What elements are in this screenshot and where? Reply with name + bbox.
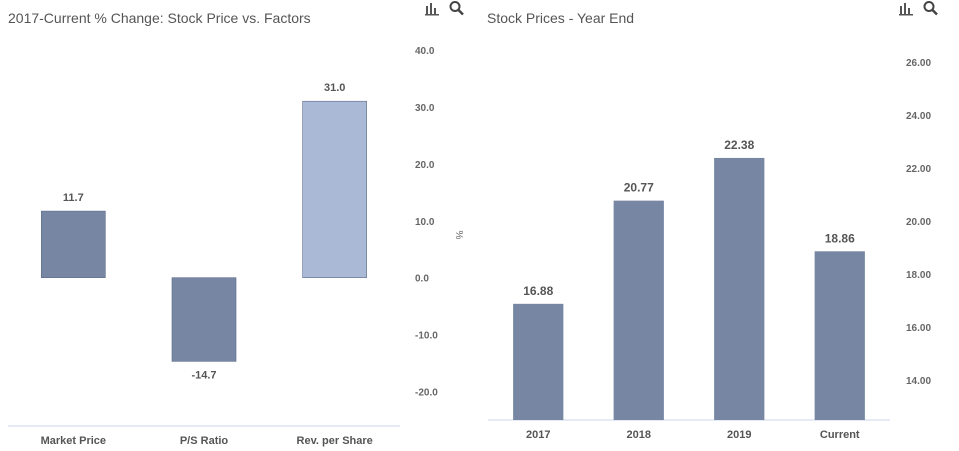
y-tick-label: 14.00 [906, 376, 931, 387]
x-tick-label: 2017 [526, 429, 550, 441]
data-label: 18.86 [825, 231, 855, 245]
bar [41, 210, 106, 278]
y-tick-label: -10.0 [415, 331, 438, 342]
bar [613, 200, 664, 420]
y-tick-label: -20.0 [415, 388, 438, 399]
bar-chart-plot: 16.88 2017 20.77 2018 22.38 2019 18.86 Current 2… [488, 58, 931, 441]
bar [302, 100, 367, 278]
data-label: 11.7 [63, 192, 84, 204]
x-tick-label: 2019 [727, 429, 751, 441]
bar [814, 251, 865, 420]
data-label: -14.7 [191, 369, 216, 381]
chart-title: 2017-Current % Change: Stock Price vs. F… [8, 10, 311, 26]
x-tick-label: P/S Ratio [180, 435, 229, 447]
search-icon[interactable] [448, 0, 466, 16]
data-label: 16.88 [523, 284, 553, 298]
y-axis-label: % [453, 231, 464, 240]
x-tick-label: Market Price [41, 435, 106, 447]
chart-panel-right: Stock Prices - Year End 16.88 2017 20.77 20… [478, 0, 959, 451]
y-tick-label: 26.00 [906, 58, 931, 69]
y-tick-label: 22.00 [906, 164, 931, 175]
data-label: 22.38 [724, 138, 754, 152]
chart-panel-left: 2017-Current % Change: Stock Price vs. F… [0, 0, 478, 451]
y-tick-label: 0.0 [415, 274, 429, 285]
bar-chart-icon[interactable] [898, 0, 916, 16]
bar [171, 277, 237, 362]
bar-chart-plot: 11.7 Market Price -14.7 P/S Ratio 31.0 Rev. p… [8, 46, 464, 447]
chart-toolbar [424, 0, 466, 16]
x-tick-label: Current [820, 429, 860, 441]
x-tick-label: 2018 [627, 429, 651, 441]
y-tick-label: 24.00 [906, 111, 931, 122]
y-tick-label: 16.00 [906, 323, 931, 334]
y-tick-label: 30.0 [415, 103, 435, 114]
chart-title: Stock Prices - Year End [487, 10, 635, 26]
y-tick-label: 20.00 [906, 217, 931, 228]
y-tick-label: 18.00 [906, 270, 931, 281]
bar-chart-icon[interactable] [424, 0, 442, 16]
y-tick-label: 20.0 [415, 160, 435, 171]
y-tick-label: 10.0 [415, 217, 435, 228]
chart-toolbar [898, 0, 940, 16]
bar [714, 157, 765, 420]
y-tick-label: 40.0 [415, 46, 435, 57]
x-tick-label: Rev. per Share [297, 435, 373, 447]
data-label: 20.77 [624, 181, 654, 195]
search-icon[interactable] [922, 0, 940, 16]
bar [513, 303, 564, 420]
data-label: 31.0 [324, 82, 345, 94]
